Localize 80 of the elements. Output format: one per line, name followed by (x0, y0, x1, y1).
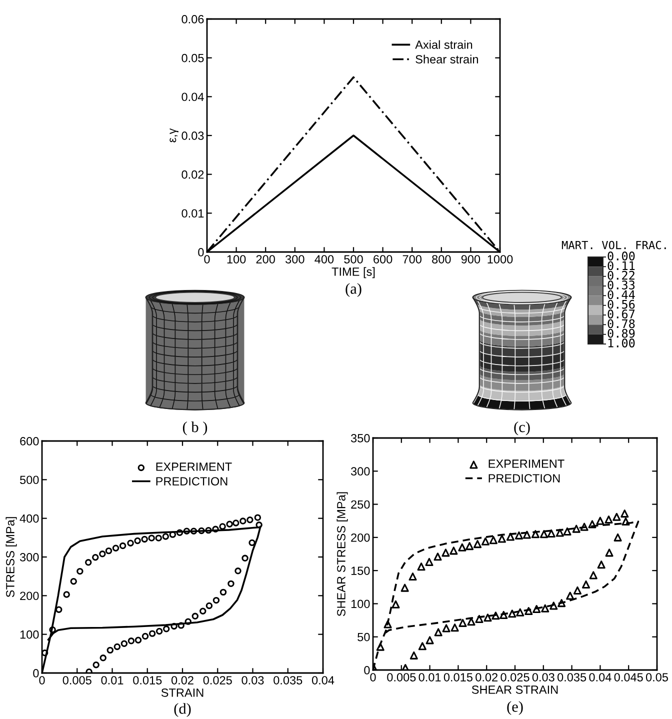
x-tick-label: 0 (204, 255, 210, 264)
x-tick-label: 0.035 (274, 676, 302, 684)
text: (c) (514, 421, 530, 436)
legend-label: Shear strain (416, 54, 478, 64)
text: (e) (507, 701, 523, 715)
legend-label: Axial strain (415, 40, 472, 49)
x-tick-label: 0.02 (476, 673, 498, 682)
x-tick-label: 0 (370, 673, 376, 682)
y-axis-title: SHEAR STRESS [MPa] (336, 492, 348, 616)
text: 0.44 (608, 290, 635, 300)
x-tick-label: 0.025 (203, 676, 232, 684)
x-tick-label: 100 (227, 255, 246, 264)
legend-label: EXPERIMENT (488, 460, 564, 468)
y-tick-label: 350 (350, 434, 370, 442)
y-axis-title: ε,γ (170, 128, 178, 142)
text: 0.22 (608, 270, 634, 280)
x-axis-title: SHEAR STRAIN (472, 685, 558, 694)
y-tick-label: 100 (351, 600, 370, 608)
text: (d) (174, 703, 191, 717)
y-tick-label: 500 (20, 476, 39, 484)
x-tick-label: 900 (461, 255, 480, 264)
y-tick-label: 0.01 (182, 209, 204, 218)
x-tick-label: 200 (256, 255, 275, 264)
y-tick-label: 0.05 (182, 54, 204, 62)
x-tick-label: 500 (344, 255, 363, 264)
y-tick-label: 0.02 (182, 170, 204, 179)
text: 0.11 (608, 261, 635, 270)
y-tick-label: 0.03 (182, 132, 204, 140)
text: 0.89 (608, 328, 635, 338)
x-tick-label: 1000 (488, 255, 513, 264)
text: 0.56 (608, 300, 635, 309)
text: MART. VOL. FRAC. (562, 240, 666, 250)
x-tick-label: 800 (432, 255, 451, 264)
y-tick-label: 250 (351, 500, 370, 509)
x-tick-label: 0.01 (101, 676, 124, 684)
x-tick-label: 0.04 (312, 676, 334, 684)
x-tick-label: 0.05 (646, 673, 668, 682)
x-axis-title: TIME [s] (332, 267, 375, 278)
x-tick-label: 0.045 (614, 673, 643, 682)
x-tick-label: 0.025 (500, 673, 530, 682)
y-tick-label: 100 (20, 630, 39, 639)
y-tick-label: 300 (350, 467, 370, 476)
text: 0.67 (608, 310, 635, 318)
x-tick-label: 0.03 (532, 673, 554, 682)
y-tick-label: 400 (20, 514, 39, 523)
y-tick-label: 150 (351, 566, 370, 575)
y-tick-label: 0.04 (182, 92, 204, 102)
x-tick-label: 0.035 (557, 673, 586, 682)
y-tick-label: 300 (20, 553, 39, 562)
y-tick-label: 0.06 (182, 15, 204, 24)
x-tick-label: 0.015 (444, 673, 472, 682)
x-tick-label: 0.005 (62, 676, 92, 684)
x-tick-label: 0.02 (171, 676, 194, 684)
text: (a) (346, 283, 362, 297)
legend-label: PREDICTION (488, 474, 560, 482)
x-tick-label: 0.01 (418, 673, 441, 682)
x-tick-label: 0.015 (133, 676, 162, 684)
x-tick-label: 700 (402, 255, 422, 264)
x-tick-label: 0 (39, 676, 45, 684)
text: 0.33 (608, 280, 635, 290)
legend-label: PREDICTION (156, 477, 228, 486)
y-tick-label: 200 (20, 592, 39, 600)
y-tick-label: 200 (351, 533, 370, 542)
x-tick-label: 600 (374, 255, 392, 264)
y-tick-label: 50 (358, 632, 370, 642)
x-axis-title: STRAIN (161, 688, 204, 697)
y-tick-label: 0 (198, 248, 204, 256)
y-tick-label: 0 (364, 666, 370, 674)
y-tick-label: 600 (20, 437, 39, 446)
text: 0.00 (608, 252, 635, 260)
x-tick-label: 0.03 (242, 676, 264, 684)
text: 0.78 (608, 319, 635, 328)
y-axis-title: STRESS [MPa] (6, 517, 17, 598)
text: 1.00 (608, 338, 635, 348)
text: ( b ) (182, 421, 208, 436)
x-tick-label: 0.04 (589, 673, 612, 682)
x-tick-label: 400 (314, 255, 334, 264)
legend-label: EXPERIMENT (156, 462, 232, 471)
x-tick-label: 300 (286, 255, 304, 264)
x-tick-label: 0.005 (387, 673, 416, 682)
